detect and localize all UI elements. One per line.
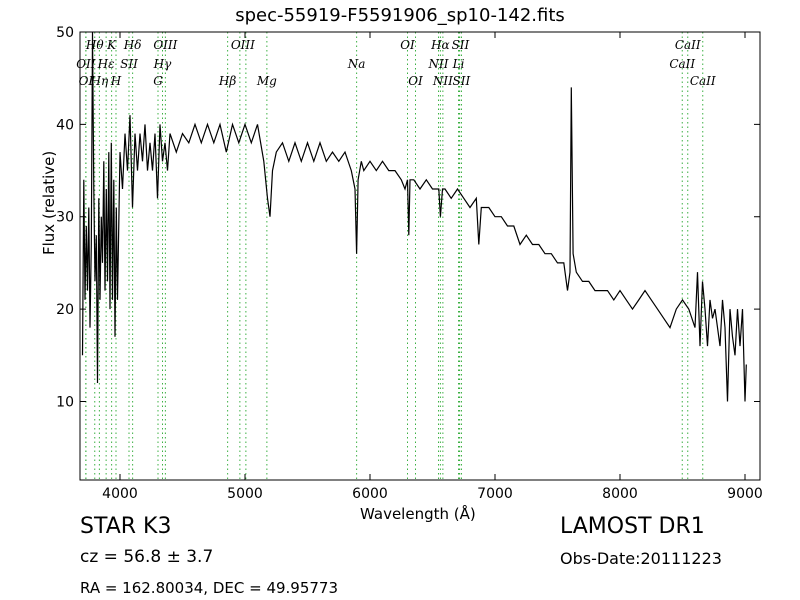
- line-marker-label: Hβ: [218, 74, 236, 88]
- y-tick-label: 20: [56, 302, 74, 318]
- line-marker-label: Hη: [90, 74, 109, 88]
- line-marker-label: OII: [76, 57, 96, 71]
- line-marker-label: SII: [452, 38, 470, 52]
- line-marker-label: NII: [432, 74, 453, 88]
- line-marker-label: Hε: [97, 57, 115, 71]
- observation-date: Obs-Date:20111223: [560, 549, 722, 568]
- line-marker-label: SII: [453, 74, 471, 88]
- x-tick-label: 9000: [727, 486, 763, 502]
- line-marker-label: K: [106, 38, 117, 52]
- line-marker-label: Hδ: [123, 38, 142, 52]
- line-marker-label: Hγ: [153, 57, 172, 71]
- line-marker-label: Mg: [256, 74, 277, 88]
- line-marker-label: Li: [452, 57, 465, 71]
- line-marker-label: OI: [400, 38, 415, 52]
- y-tick-label: 40: [56, 117, 74, 133]
- plot-frame: [79, 31, 761, 481]
- chart-title: spec-55919-F5591906_sp10-142.fits: [235, 5, 565, 26]
- line-marker-label: OI: [408, 74, 423, 88]
- x-axis-label: Wavelength (Å): [360, 505, 476, 523]
- coordinates: RA = 162.80034, DEC = 49.95773: [80, 579, 339, 597]
- line-marker-label: Hα: [430, 38, 450, 52]
- line-marker-label: CaII: [669, 57, 695, 71]
- axis-ticks: 4000 5000 6000 7000 8000 9000 10 20 30 40 50: [56, 25, 763, 502]
- x-tick-label: 8000: [602, 486, 638, 502]
- line-marker-label: H: [110, 74, 122, 88]
- line-marker-label: Na: [347, 57, 366, 71]
- x-tick-label: 4000: [102, 486, 138, 502]
- line-marker-label: OIII: [231, 38, 255, 52]
- line-marker-label: OI: [79, 74, 94, 88]
- line-marker-label: CaII: [675, 38, 701, 52]
- y-axis-label: Flux (relative): [40, 150, 58, 255]
- object-type: STAR K3: [80, 514, 172, 539]
- line-marker-label: OIII: [153, 38, 177, 52]
- survey-name: LAMOST DR1: [560, 514, 705, 539]
- y-tick-label: 50: [56, 25, 74, 41]
- x-tick-label: 7000: [477, 486, 513, 502]
- spectral-line-markers: [85, 32, 704, 480]
- x-tick-label: 5000: [227, 486, 263, 502]
- line-marker-label: G: [153, 74, 163, 88]
- x-tick-label: 6000: [352, 486, 388, 502]
- line-marker-label: SII: [120, 57, 138, 71]
- redshift-value: cz = 56.8 ± 3.7: [80, 547, 214, 567]
- spectrum-line: [81, 31, 747, 402]
- y-tick-label: 30: [56, 210, 74, 226]
- line-marker-label: CaII: [690, 74, 716, 88]
- line-marker-label: Hθ: [85, 38, 104, 52]
- line-marker-label: NII: [428, 57, 449, 71]
- y-tick-label: 10: [56, 394, 74, 410]
